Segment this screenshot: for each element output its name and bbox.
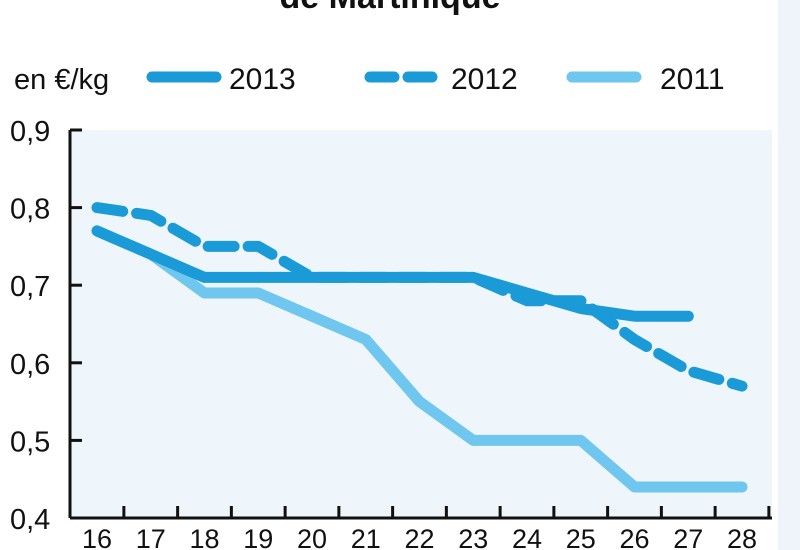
x-tick-label: 27 xyxy=(673,524,703,550)
plot-area xyxy=(70,130,772,518)
x-tick-label: 28 xyxy=(727,524,757,550)
series-line-2011 xyxy=(91,225,748,493)
x-tick-label: 22 xyxy=(404,524,434,550)
chart-title: de Martinique xyxy=(0,0,780,17)
unit-label: en €/kg xyxy=(14,64,109,96)
page-edge-strip xyxy=(778,0,800,550)
x-tick-label: 21 xyxy=(351,524,381,550)
x-tick-label: 20 xyxy=(297,524,327,550)
series-line-2013 xyxy=(91,225,694,322)
legend-label-2012: 2012 xyxy=(451,63,518,96)
x-tick-label: 25 xyxy=(566,524,596,550)
x-tick-label: 16 xyxy=(82,524,112,550)
y-tick-label: 0,5 xyxy=(10,426,50,458)
x-tick-label: 18 xyxy=(189,524,219,550)
legend: 2013 2012 2011 xyxy=(146,63,725,96)
legend-label-2011: 2011 xyxy=(660,63,725,96)
y-tick-label: 0,7 xyxy=(10,271,50,303)
x-tick-label: 17 xyxy=(136,524,166,550)
legend-label-2013: 2013 xyxy=(229,63,296,96)
x-tick-label: 24 xyxy=(512,524,542,550)
y-tick-label: 0,6 xyxy=(10,349,50,381)
x-tick-label: 26 xyxy=(619,524,649,550)
y-tick-label: 0,9 xyxy=(10,116,50,148)
x-tick-label: 19 xyxy=(243,524,273,550)
y-tick-label: 0,8 xyxy=(10,194,50,226)
y-tick-label: 0,4 xyxy=(10,504,50,536)
x-tick-label: 23 xyxy=(458,524,488,550)
